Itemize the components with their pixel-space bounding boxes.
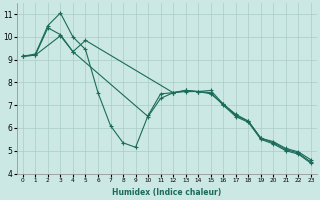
X-axis label: Humidex (Indice chaleur): Humidex (Indice chaleur) [112,188,221,197]
